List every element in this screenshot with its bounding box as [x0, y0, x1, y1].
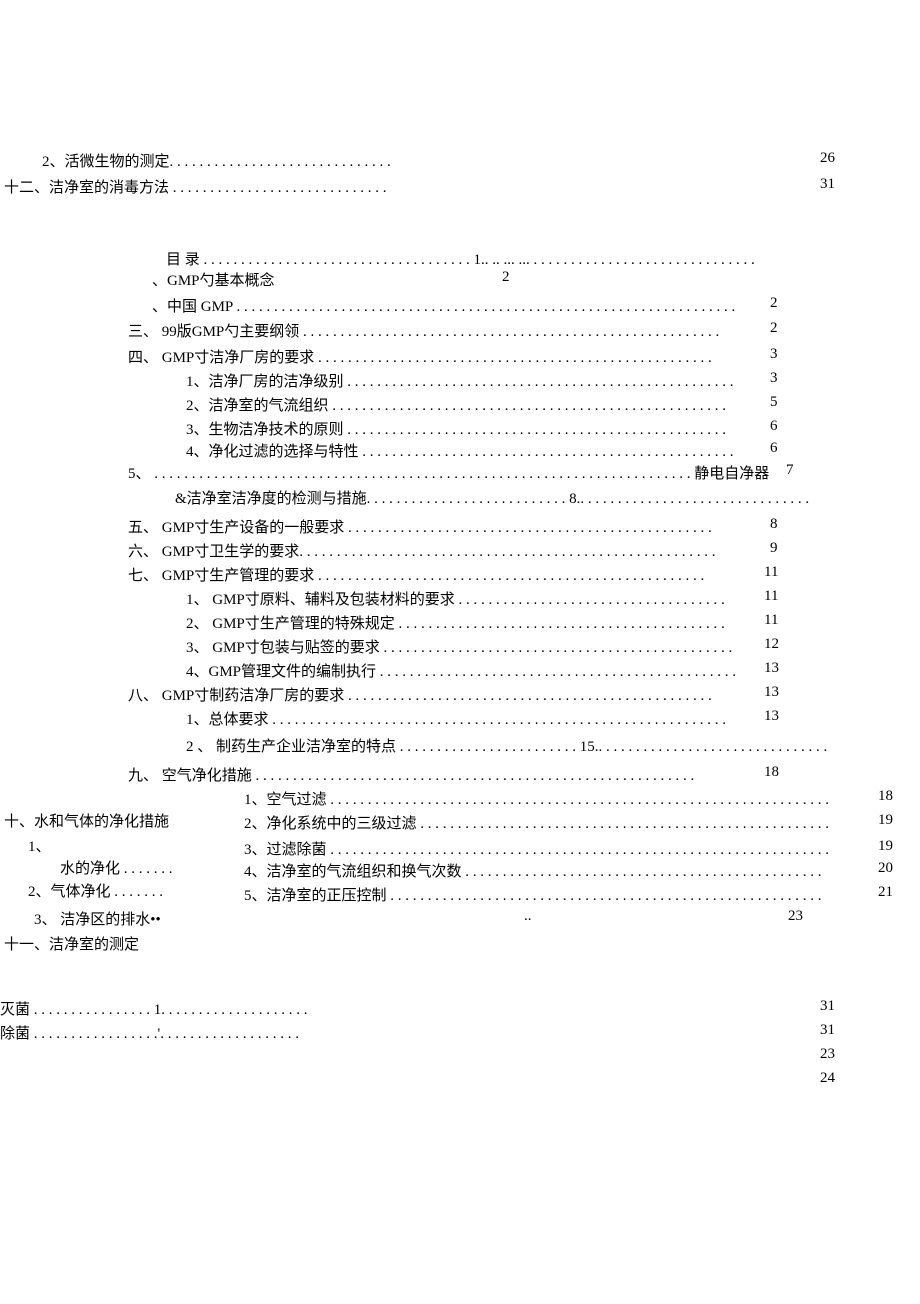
toc-line: 灭菌 . . . . . . . . . . . . . . . . 1. . …	[0, 998, 308, 1019]
toc-line: 2、气体净化 . . . . . . .	[28, 880, 163, 901]
toc-page-number: 19	[878, 838, 893, 855]
toc-line: 十二、洁净室的消毒方法 . . . . . . . . . . . . . . …	[4, 176, 387, 197]
toc-page-number: 11	[764, 612, 778, 629]
toc-line: 、中国 GMP . . . . . . . . . . . . . . . . …	[152, 295, 735, 316]
toc-page-number: 18	[764, 764, 779, 781]
toc-page-number: 3	[770, 346, 778, 363]
toc-line: 5、洁净室的正压控制 . . . . . . . . . . . . . . .…	[244, 884, 822, 905]
toc-line: 3、 洁净区的排水••	[34, 908, 161, 929]
toc-page-number: 24	[820, 1070, 835, 1087]
toc-line: 3、 GMP寸包装与贴签的要求 . . . . . . . . . . . . …	[186, 636, 732, 657]
toc-page-number: 18	[878, 788, 893, 805]
toc-line: 、GMP勺基本概念	[152, 269, 275, 290]
toc-line: 3、过滤除菌 . . . . . . . . . . . . . . . . .…	[244, 838, 829, 859]
toc-page-number: 7	[786, 462, 794, 479]
toc-line: 三、 99版GMP勺主要纲领 . . . . . . . . . . . . .…	[128, 320, 719, 341]
toc-page-number: 2	[502, 269, 510, 286]
toc-line: 水的净化 . . . . . . .	[60, 857, 173, 878]
toc-page-number: 20	[878, 860, 893, 877]
toc-line: 七、 GMP寸生产管理的要求 . . . . . . . . . . . . .…	[128, 564, 704, 585]
toc-page-number: 12	[764, 636, 779, 653]
toc-page-number: 9	[770, 540, 778, 557]
toc-page-number: 31	[820, 998, 835, 1015]
toc-line: 1、总体要求 . . . . . . . . . . . . . . . . .…	[186, 708, 726, 729]
toc-page-number: 23	[788, 908, 803, 925]
toc-line: 2、活微生物的测定. . . . . . . . . . . . . . . .…	[42, 150, 391, 171]
toc-line: 1、	[28, 835, 51, 856]
toc-line: 5、 . . . . . . . . . . . . . . . . . . .…	[128, 462, 769, 483]
toc-page-number: 21	[878, 884, 893, 901]
toc-page-number: 13	[764, 660, 779, 677]
toc-line: 4、洁净室的气流组织和换气次数 . . . . . . . . . . . . …	[244, 860, 822, 881]
toc-line: 1、洁净厂房的洁净级别 . . . . . . . . . . . . . . …	[186, 370, 734, 391]
toc-line: 2、洁净室的气流组织 . . . . . . . . . . . . . . .…	[186, 394, 726, 415]
toc-page-number: 26	[820, 150, 835, 167]
toc-page-number: 23	[820, 1046, 835, 1063]
toc-line: 除菌 . . . . . . . . . . . . . . . . .'. .…	[0, 1022, 299, 1043]
toc-line: 2、 GMP寸生产管理的特殊规定 . . . . . . . . . . . .…	[186, 612, 725, 633]
toc-line: 4、GMP管理文件的编制执行 . . . . . . . . . . . . .…	[186, 660, 736, 681]
toc-line: 2 、 制药生产企业洁净室的特点 . . . . . . . . . . . .…	[186, 735, 827, 756]
toc-line: 3、生物洁净技术的原则 . . . . . . . . . . . . . . …	[186, 418, 726, 439]
toc-page-number: 13	[764, 684, 779, 701]
toc-line: 4、净化过滤的选择与特性 . . . . . . . . . . . . . .…	[186, 440, 734, 461]
toc-page-number: 19	[878, 812, 893, 829]
toc-page-number: 13	[764, 708, 779, 725]
toc-line: 1、 GMP寸原料、辅料及包装材料的要求 . . . . . . . . . .…	[186, 588, 725, 609]
toc-line: 五、 GMP寸生产设备的一般要求 . . . . . . . . . . . .…	[128, 516, 712, 537]
toc-page-number: 11	[764, 588, 778, 605]
toc-mid: ..	[524, 908, 532, 925]
toc-page-number: 3	[770, 370, 778, 387]
toc-line: 十一、洁净室的测定	[4, 933, 139, 954]
toc-line: &洁净室洁净度的检测与措施. . . . . . . . . . . . . .…	[175, 487, 809, 508]
toc-page-number: 6	[770, 418, 778, 435]
toc-line: 十、水和气体的净化措施	[4, 810, 169, 831]
toc-page-number: 31	[820, 1022, 835, 1039]
toc-line: 九、 空气净化措施 . . . . . . . . . . . . . . . …	[128, 764, 694, 785]
toc-page-number: 8	[770, 516, 778, 533]
toc-page-number: 2	[770, 295, 778, 312]
toc-line: 2、净化系统中的三级过滤 . . . . . . . . . . . . . .…	[244, 812, 829, 833]
toc-page-number: 2	[770, 320, 778, 337]
toc-page-number: 6	[770, 440, 778, 457]
toc-line: 目 录 . . . . . . . . . . . . . . . . . . …	[166, 248, 755, 269]
toc-page-number: 11	[764, 564, 778, 581]
toc-line: 六、 GMP寸卫生学的要求. . . . . . . . . . . . . .…	[128, 540, 716, 561]
toc-page-number: 5	[770, 394, 778, 411]
toc-page-number: 31	[820, 176, 835, 193]
toc-line: 四、 GMP寸洁净厂房的要求 . . . . . . . . . . . . .…	[128, 346, 712, 367]
toc-line: 八、 GMP寸制药洁净厂房的要求 . . . . . . . . . . . .…	[128, 684, 712, 705]
toc-line: 1、空气过滤 . . . . . . . . . . . . . . . . .…	[244, 788, 829, 809]
